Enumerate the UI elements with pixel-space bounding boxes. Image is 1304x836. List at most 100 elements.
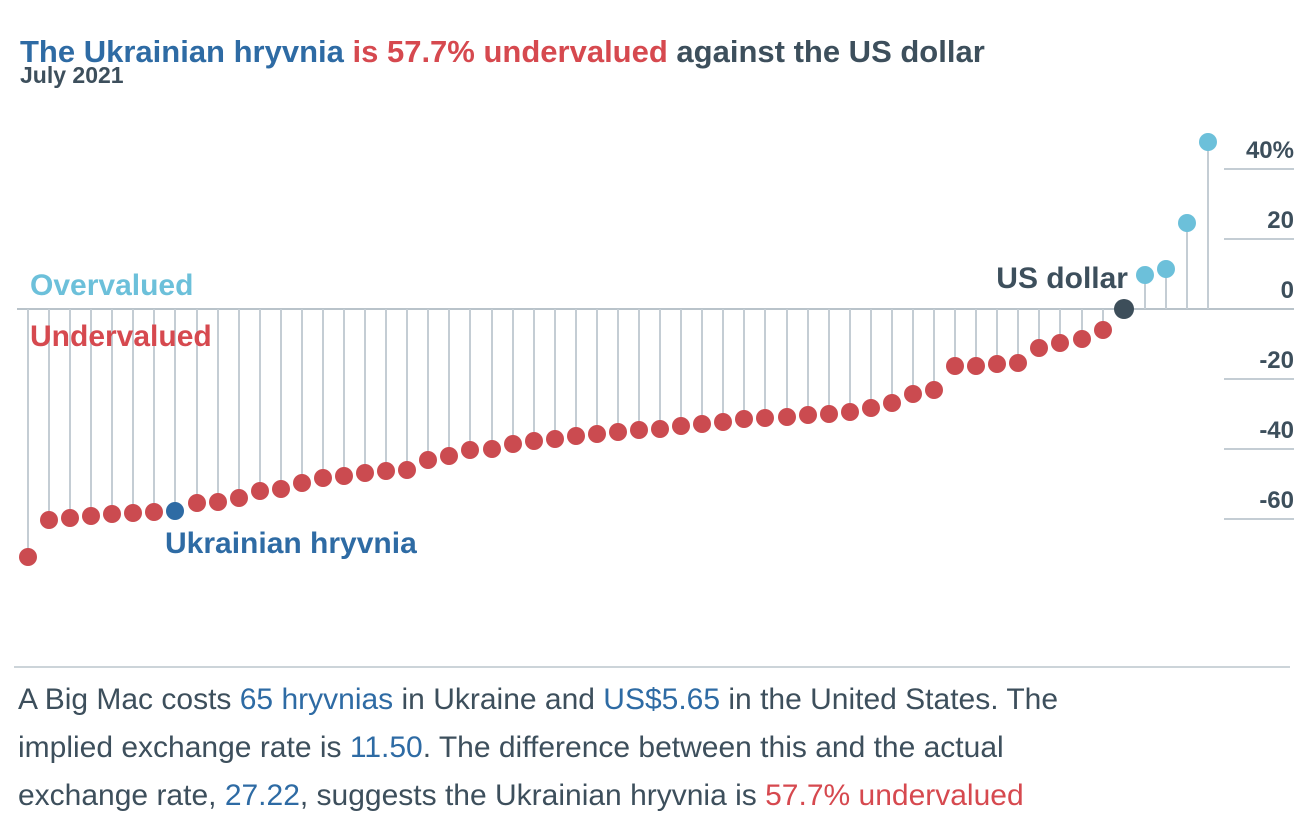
currency-dot[interactable]	[693, 415, 712, 434]
currency-dot[interactable]	[587, 424, 606, 443]
text-segment: 11.50	[349, 731, 423, 764]
dot-stem	[975, 309, 978, 366]
text-segment: A Big Mac costs	[18, 683, 240, 716]
subtitle-date: July 2021	[20, 62, 124, 88]
y-tick-line	[1224, 448, 1294, 450]
currency-dot[interactable]	[419, 450, 438, 469]
currency-dot[interactable]	[250, 482, 269, 500]
currency-dot[interactable]	[1030, 338, 1049, 357]
text-segment: in the United States. The	[720, 683, 1059, 716]
y-tick-line	[1224, 238, 1294, 240]
dot-stem	[385, 309, 388, 472]
currency-dot[interactable]	[967, 356, 986, 375]
currency-dot[interactable]	[1093, 321, 1112, 339]
currency-dot[interactable]	[882, 393, 901, 412]
dot-stem	[616, 309, 619, 432]
text-segment: exchange rate,	[18, 779, 225, 812]
dot-stem	[406, 309, 409, 470]
currency-dot[interactable]	[61, 509, 80, 528]
currency-dot[interactable]	[1009, 353, 1028, 372]
text-segment: US$5.65	[603, 683, 721, 716]
dot-stem	[722, 309, 725, 423]
text-segment: implied exchange rate is	[18, 731, 350, 764]
dot-stem	[448, 309, 451, 456]
dot-stem	[1185, 222, 1188, 309]
dot-stem	[343, 309, 346, 476]
currency-dot[interactable]	[988, 354, 1007, 373]
currency-dot[interactable]	[1072, 330, 1091, 349]
currency-dot[interactable]	[524, 431, 543, 450]
dot-stem	[111, 309, 114, 515]
currency-dot[interactable]	[208, 493, 227, 512]
text-segment: 57.7% undervalued	[765, 779, 1024, 812]
currency-dot[interactable]	[229, 489, 248, 507]
currency-dot[interactable]	[356, 464, 375, 483]
y-tick-label: -60	[1259, 487, 1294, 514]
currency-dot[interactable]	[1135, 266, 1154, 285]
ukrainian-hryvnia-dot[interactable]	[166, 501, 185, 520]
dot-stem	[553, 309, 556, 439]
currency-dot[interactable]	[82, 506, 101, 525]
currency-dot[interactable]	[482, 440, 501, 459]
caption-line-2: implied exchange rate is 11.50. The diff…	[18, 724, 1058, 772]
currency-dot[interactable]	[313, 469, 332, 488]
currency-dot[interactable]	[735, 410, 754, 429]
title-base-part: against the US dollar	[676, 33, 985, 69]
dot-stem	[954, 309, 957, 367]
currency-dot[interactable]	[103, 505, 122, 524]
currency-dot[interactable]	[461, 441, 480, 460]
currency-dot[interactable]	[903, 384, 922, 403]
currency-dot[interactable]	[925, 380, 943, 399]
currency-dot[interactable]	[651, 419, 670, 438]
currency-dot[interactable]	[840, 402, 859, 421]
y-tick-label: 40%	[1245, 137, 1294, 164]
currency-dot[interactable]	[566, 427, 585, 446]
currency-dot[interactable]	[1051, 333, 1070, 352]
currency-dot[interactable]	[1156, 259, 1175, 278]
caption: A Big Mac costs 65 hryvnias in Ukraine a…	[18, 676, 1058, 820]
y-tick-label: 20	[1267, 207, 1294, 234]
currency-dot[interactable]	[503, 434, 522, 453]
currency-dot[interactable]	[335, 466, 354, 485]
currency-dot[interactable]	[608, 422, 627, 441]
currency-dot[interactable]	[777, 407, 796, 426]
y-tick-label: -40	[1259, 417, 1294, 444]
currency-dot[interactable]	[630, 421, 649, 440]
dot-stem	[933, 309, 935, 390]
caption-line-1: A Big Mac costs 65 hryvnias in Ukraine a…	[18, 676, 1058, 724]
currency-dot[interactable]	[672, 417, 691, 436]
currency-dot[interactable]	[40, 511, 59, 530]
dot-stem	[659, 309, 662, 429]
currency-dot[interactable]	[714, 413, 733, 432]
currency-dot[interactable]	[861, 398, 880, 417]
dot-stem	[90, 309, 93, 516]
currency-dot[interactable]	[440, 446, 459, 465]
currency-dot[interactable]	[1177, 213, 1196, 232]
currency-dot[interactable]	[145, 503, 164, 522]
currency-dot[interactable]	[1198, 133, 1217, 152]
page-title: The Ukrainian hryvnia is 57.7% undervalu…	[20, 33, 985, 71]
currency-dot[interactable]	[19, 548, 37, 567]
y-tick-line	[1224, 168, 1294, 170]
currency-dot[interactable]	[271, 479, 290, 498]
text-segment: . The difference between this and the ac…	[422, 731, 1004, 764]
currency-dot[interactable]	[377, 462, 396, 481]
currency-dot[interactable]	[187, 494, 206, 513]
currency-dot[interactable]	[398, 461, 417, 479]
dot-stem	[701, 309, 704, 425]
us-dollar-dot[interactable]	[1113, 299, 1134, 319]
separator-line	[14, 666, 1290, 668]
text-segment: 65 hryvnias	[239, 683, 394, 716]
currency-dot[interactable]	[292, 473, 311, 492]
dot-stem	[153, 309, 156, 513]
currency-dot[interactable]	[946, 357, 965, 376]
dot-stem	[869, 309, 872, 408]
currency-dot[interactable]	[798, 405, 817, 424]
dot-stem	[911, 309, 914, 394]
currency-dot[interactable]	[124, 504, 143, 523]
dot-stem	[27, 309, 29, 558]
currency-dot[interactable]	[819, 404, 838, 423]
dot-stem	[996, 309, 999, 364]
currency-dot[interactable]	[545, 429, 564, 448]
currency-dot[interactable]	[756, 408, 775, 427]
